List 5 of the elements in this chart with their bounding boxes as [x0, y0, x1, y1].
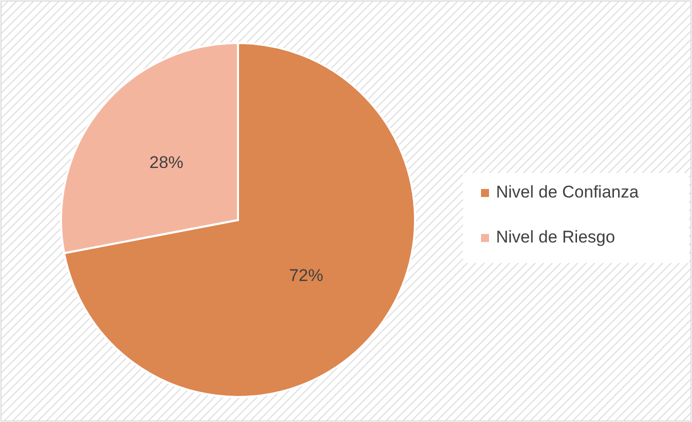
legend-label: Nivel de Confianza: [496, 182, 640, 202]
data-label: 72%: [289, 266, 324, 285]
legend-label: Nivel de Riesgo: [496, 227, 616, 246]
data-label: 28%: [149, 153, 184, 172]
pie-slice: [63, 42, 416, 398]
